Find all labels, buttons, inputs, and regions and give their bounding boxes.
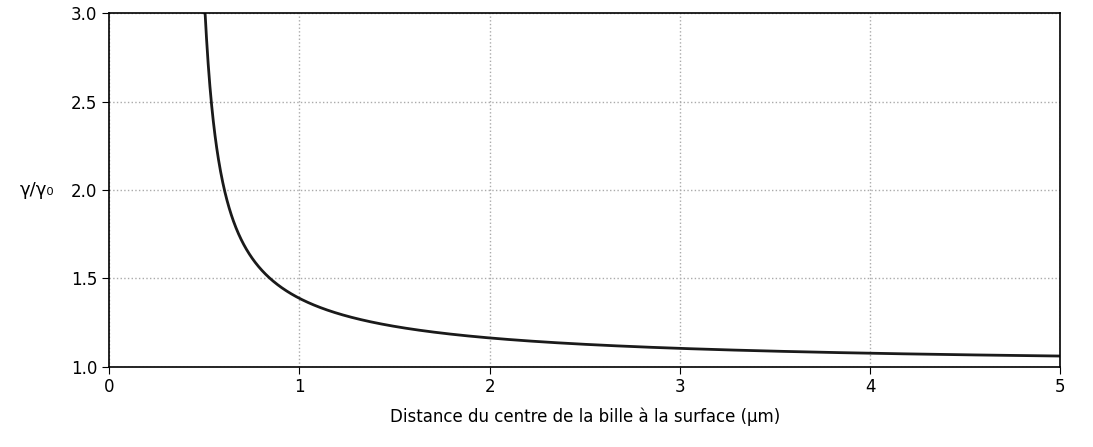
Y-axis label: γ/γ₀: γ/γ₀ — [20, 181, 55, 199]
X-axis label: Distance du centre de la bille à la surface (µm): Distance du centre de la bille à la surf… — [389, 408, 780, 426]
